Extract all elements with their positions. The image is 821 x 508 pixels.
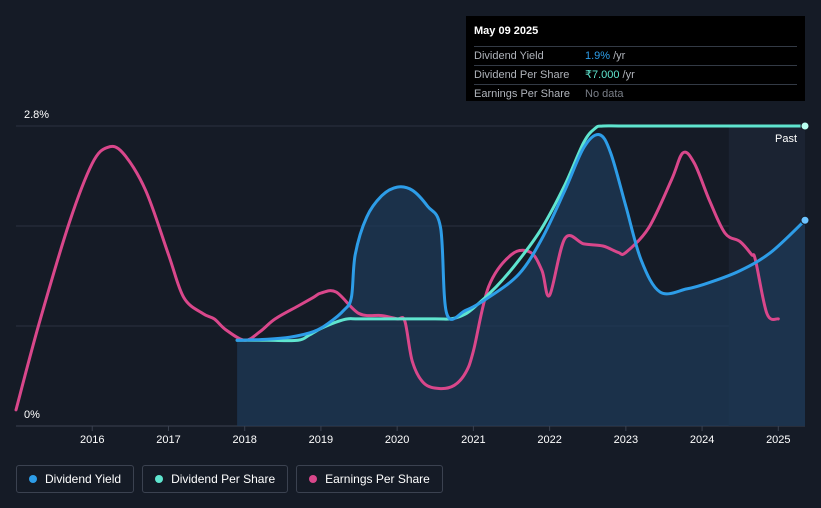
tooltip-label: Dividend Per Share	[474, 69, 570, 81]
earnings-per-share-line	[14, 144, 780, 412]
legend-item-earnings-per-share[interactable]: Earnings Per Share	[296, 465, 443, 493]
legend-dot-icon	[29, 475, 37, 483]
tooltip-value: No data	[585, 88, 624, 100]
y-tick-label-bottom: 0%	[24, 409, 40, 421]
x-tick-label: 2025	[766, 434, 790, 446]
legend-item-dividend-per-share[interactable]: Dividend Per Share	[142, 465, 289, 493]
tooltip-label: Dividend Yield	[474, 50, 544, 62]
x-tick-label: 2018	[232, 434, 256, 446]
tooltip-unit: /yr	[613, 50, 626, 62]
legend: Dividend Yield Dividend Per Share Earnin…	[16, 465, 443, 493]
x-tick-label: 2024	[690, 434, 714, 446]
tooltip-unit: /yr	[622, 69, 635, 81]
tooltip-value: 1.9%	[585, 50, 611, 62]
x-tick-label: 2023	[614, 434, 638, 446]
x-tick-label: 2020	[385, 434, 409, 446]
legend-item-dividend-yield[interactable]: Dividend Yield	[16, 465, 135, 493]
x-axis: 2016 2017 2018 2019 2020 2021 2022 2023 2024 2025	[80, 426, 791, 446]
dividend-per-share-end-marker	[800, 121, 810, 131]
legend-label: Dividend Yield	[45, 472, 122, 486]
tooltip-value: ₹7.000	[585, 69, 620, 81]
tooltip-row-dividend-yield: Dividend Yield 1.9% /yr	[474, 47, 797, 66]
x-tick-label: 2022	[537, 434, 561, 446]
x-tick-label: 2017	[156, 434, 180, 446]
legend-label: Earnings Per Share	[325, 472, 430, 486]
legend-dot-icon	[155, 475, 164, 483]
legend-dot-icon	[309, 475, 318, 483]
legend-label: Dividend Per Share	[171, 472, 276, 486]
x-tick-label: 2019	[309, 434, 333, 446]
tooltip-label: Earnings Per Share	[474, 88, 570, 100]
y-tick-label-top: 2.8%	[24, 109, 49, 121]
yield-area	[237, 134, 806, 426]
tooltip-date: May 09 2025	[474, 16, 797, 47]
tooltip-row-earnings-per-share: Earnings Per Share No data	[474, 85, 797, 103]
series-lines	[14, 124, 807, 412]
past-label: Past	[775, 133, 797, 145]
dividend-yield-line	[235, 133, 807, 342]
x-tick-label: 2016	[80, 434, 104, 446]
series-end-markers	[800, 121, 810, 225]
dividend-yield-end-marker	[800, 215, 810, 225]
tooltip-row-dividend-per-share: Dividend Per Share ₹7.000 /yr	[474, 66, 797, 85]
x-tick-label: 2021	[461, 434, 485, 446]
dividend-yield-area	[237, 134, 806, 426]
tooltip-panel: May 09 2025 Dividend Yield 1.9% /yr Divi…	[466, 16, 805, 101]
